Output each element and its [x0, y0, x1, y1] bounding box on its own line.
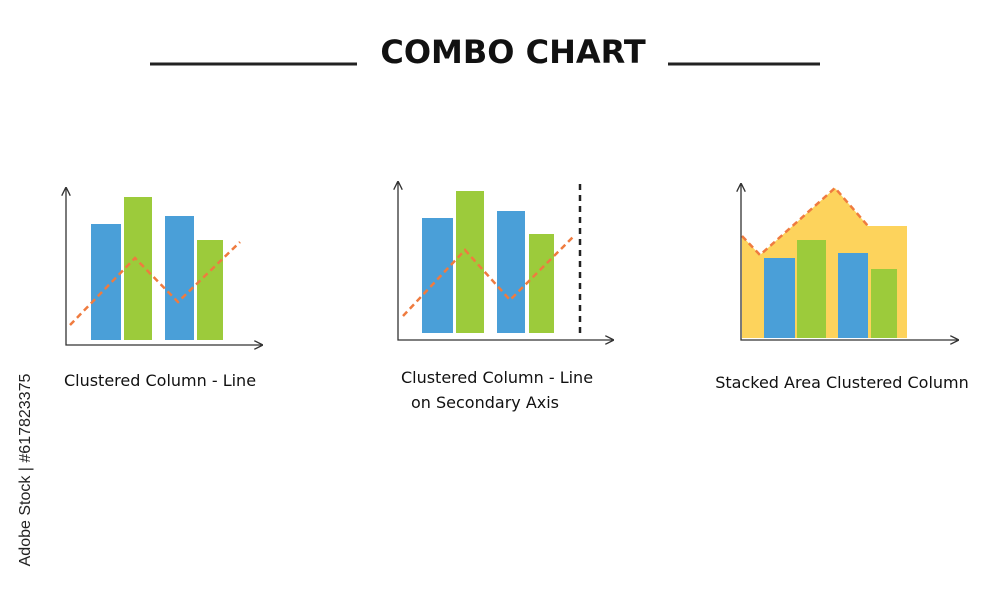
- icon-clustered-column-line-secondary: [398, 182, 613, 340]
- item-label: Stacked Area Clustered Column: [715, 373, 969, 392]
- title: COMBO CHART: [380, 33, 646, 71]
- item-label: Clustered Column - Line: [401, 368, 593, 387]
- icon-clustered-column-line: [66, 188, 262, 345]
- watermark: Adobe Stock | #617823375: [17, 374, 34, 567]
- item-label: Clustered Column - Line: [64, 371, 256, 390]
- icon-stacked-area-clustered-column: [741, 184, 958, 340]
- item-label: on Secondary Axis: [411, 393, 559, 412]
